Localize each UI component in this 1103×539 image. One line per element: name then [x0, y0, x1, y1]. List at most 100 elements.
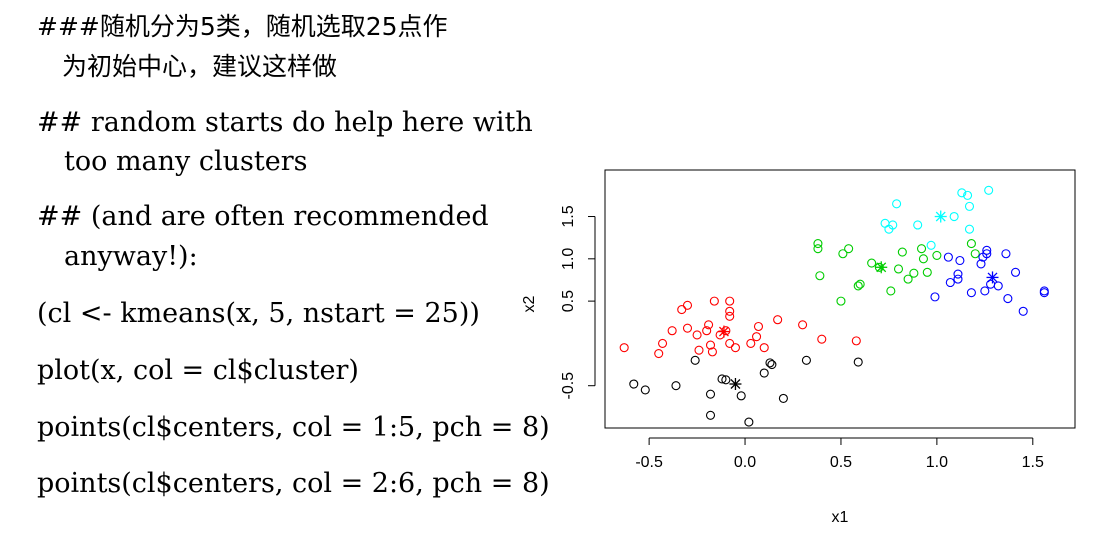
- comment-line-chinese-2: 为初始中心，建议这样做: [62, 52, 338, 81]
- data-point: [801, 355, 811, 365]
- data-point: [725, 338, 735, 348]
- data-point: [702, 326, 712, 336]
- data-point: [709, 296, 719, 306]
- x-tick-label: -0.5: [635, 454, 663, 471]
- data-point: [752, 332, 762, 342]
- data-point: [721, 375, 731, 385]
- y-axis-label: x2: [521, 295, 538, 312]
- data-point: [619, 343, 629, 353]
- data-point: [725, 306, 735, 316]
- data-point: [671, 381, 681, 391]
- data-point: [982, 249, 992, 259]
- data-point: [717, 374, 727, 384]
- cluster-center-marker: [729, 378, 742, 391]
- data-points: [619, 185, 1049, 427]
- data-point: [721, 326, 731, 336]
- data-point: [690, 355, 700, 365]
- data-point: [682, 300, 693, 310]
- cluster-center-marker: [717, 325, 730, 338]
- data-point: [705, 340, 716, 350]
- y-tick-label: 1.5: [560, 205, 577, 227]
- data-point: [970, 249, 980, 259]
- data-point: [682, 323, 693, 333]
- data-point: [880, 218, 890, 228]
- data-point: [705, 410, 716, 420]
- data-point: [949, 211, 959, 222]
- center-stroke: [987, 272, 998, 283]
- data-point: [913, 220, 923, 230]
- data-point: [966, 288, 976, 298]
- data-point: [897, 247, 907, 257]
- data-point: [813, 239, 823, 249]
- chart-svg: -0.5 0.0 0.5 1.0 1.5 -0.5 0.5 1.0 1.5 x1 x2: [521, 169, 1076, 526]
- data-point: [836, 296, 846, 306]
- data-point: [705, 389, 716, 399]
- x-axis: -0.5 0.0 0.5 1.0 1.5: [635, 437, 1044, 471]
- x-axis-label: x1: [832, 509, 849, 526]
- comment-line-anyway: anyway!):: [64, 241, 198, 272]
- data-point: [744, 417, 754, 427]
- data-point: [753, 321, 764, 332]
- center-stroke: [876, 262, 887, 273]
- data-point: [694, 345, 704, 355]
- data-point: [982, 245, 992, 255]
- y-tick-label: 0.5: [560, 290, 577, 312]
- data-point: [736, 391, 746, 401]
- data-point: [867, 258, 877, 268]
- data-point: [892, 199, 902, 209]
- data-point: [930, 292, 940, 302]
- cluster-center-marker: [875, 261, 888, 274]
- data-point: [853, 357, 863, 367]
- code-line-points-2: points(cl$centers, col = 2:6, pch = 8): [37, 468, 550, 499]
- data-point: [640, 385, 650, 395]
- center-stroke: [935, 211, 946, 222]
- data-point: [966, 239, 976, 249]
- data-point: [926, 240, 936, 250]
- x-tick-label: 1.5: [1022, 454, 1044, 471]
- x-tick-label: 0.0: [734, 454, 756, 471]
- data-point: [704, 320, 714, 330]
- code-line-plot: plot(x, col = cl$cluster): [37, 355, 359, 386]
- slide-text: ###随机分为5类，随机选取25点作 为初始中心，建议这样做 ## random…: [37, 12, 550, 499]
- cluster-center-marker: [934, 210, 947, 223]
- comment-line-chinese-1: ###随机分为5类，随机选取25点作: [37, 12, 448, 41]
- data-point: [1001, 249, 1011, 259]
- data-point: [629, 379, 639, 389]
- data-point: [976, 259, 986, 269]
- data-point: [773, 315, 783, 325]
- data-point: [817, 334, 827, 344]
- data-point: [815, 271, 825, 281]
- data-point: [658, 338, 668, 348]
- data-point: [759, 368, 769, 378]
- code-line-points-1: points(cl$centers, col = 1:5, pch = 8): [37, 412, 550, 443]
- y-tick-label: 1.0: [560, 248, 577, 270]
- data-point: [853, 281, 863, 291]
- center-stroke: [718, 326, 729, 337]
- data-point: [759, 343, 769, 353]
- data-point: [707, 347, 717, 357]
- data-point: [945, 277, 955, 288]
- data-point: [838, 249, 848, 259]
- data-point: [993, 281, 1003, 291]
- data-point: [813, 244, 823, 254]
- data-point: [893, 264, 904, 274]
- x-tick-label: 1.0: [926, 454, 948, 471]
- y-axis: -0.5 0.5 1.0 1.5: [560, 205, 596, 399]
- data-point: [957, 188, 967, 198]
- data-point: [903, 274, 913, 284]
- data-point: [798, 320, 808, 330]
- data-point: [964, 224, 975, 234]
- center-stroke: [730, 379, 741, 389]
- data-point: [730, 343, 740, 353]
- data-point: [980, 286, 990, 296]
- data-point: [692, 330, 702, 340]
- data-point: [943, 252, 953, 262]
- data-point: [778, 393, 788, 403]
- data-point: [746, 338, 756, 348]
- data-point: [963, 190, 973, 200]
- code-line-kmeans: (cl <- kmeans(x, 5, nstart = 25)): [37, 298, 480, 329]
- data-point: [888, 220, 898, 230]
- data-point: [984, 185, 994, 195]
- data-point: [844, 244, 854, 254]
- comment-line-recommended: ## (and are often recommended: [37, 201, 489, 232]
